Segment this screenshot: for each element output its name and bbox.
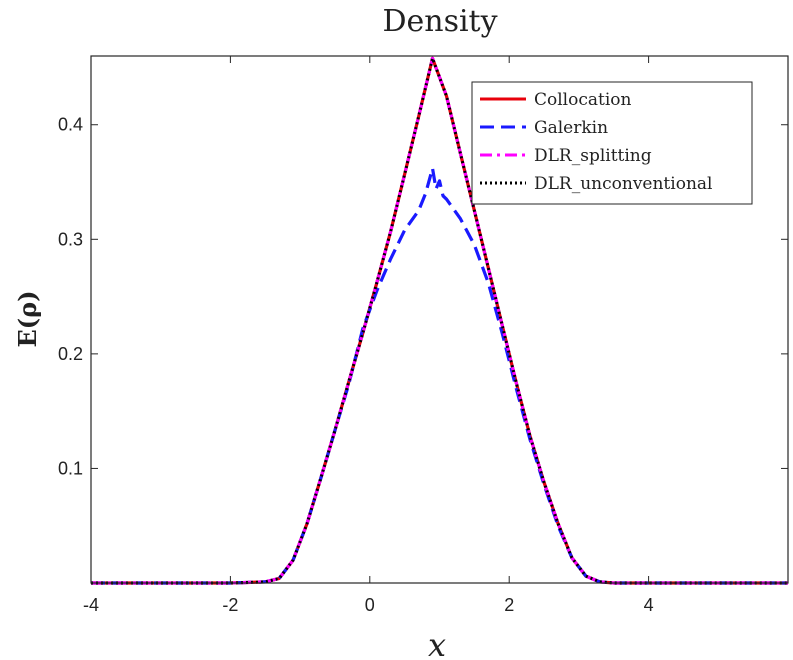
series-line-dlr-unconventional	[91, 56, 788, 585]
y-tick-label: 0.3	[58, 229, 83, 249]
legend-label: DLR_splitting	[534, 146, 652, 166]
legend-label: Collocation	[534, 90, 632, 110]
y-tick-label: 0.2	[58, 344, 83, 364]
chart-title: Density	[382, 4, 497, 39]
legend-label: Galerkin	[534, 118, 608, 138]
series-layer	[91, 56, 788, 585]
plot-frame	[90, 55, 789, 584]
legend-label: DLR_unconventional	[534, 174, 712, 194]
y-tick-label: 0.4	[58, 115, 83, 135]
y-axis-label: E(ρ)	[13, 291, 42, 348]
x-tick-label: 4	[644, 595, 654, 615]
x-tick-label: 0	[365, 595, 375, 615]
legend-box	[471, 81, 753, 205]
legend: Collocation Galerkin DLR_splitting DLR_unco…	[471, 81, 753, 205]
x-tick-label: 2	[504, 595, 514, 615]
x-tick-label: -2	[222, 595, 238, 615]
x-axis-label: x	[428, 626, 446, 660]
x-tick-label: -4	[83, 595, 99, 615]
y-tick-label: 0.1	[58, 458, 83, 478]
series-line-galerkin	[91, 166, 788, 585]
ticks-layer: -4 -2 0 2 4 0.1 0.2 0.3 0.4	[58, 56, 788, 615]
